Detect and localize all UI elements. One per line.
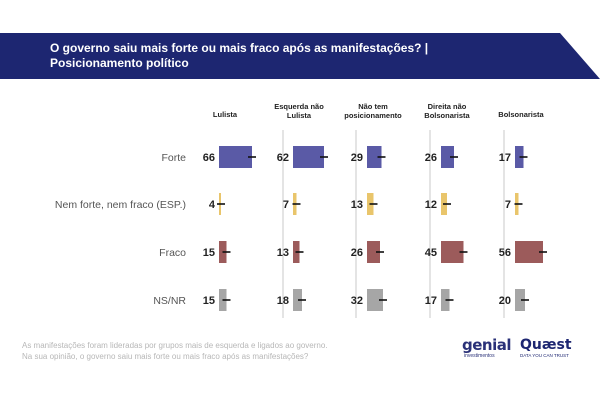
- data-label: 18: [277, 295, 289, 307]
- data-label: 13: [277, 247, 289, 259]
- quaest-logo-word: Quæst: [520, 337, 572, 353]
- quaest-logo: Quæst DATA YOU CAN TRUST: [520, 338, 590, 360]
- data-label: 7: [505, 199, 511, 211]
- data-label: 26: [425, 152, 437, 164]
- data-label: 66: [203, 152, 215, 164]
- data-label: 17: [425, 295, 437, 307]
- row-label-nem-forte-nem-fraco-esp: Nem forte, nem fraco (ESP.): [55, 199, 186, 211]
- data-label: 45: [425, 247, 437, 259]
- bar-direita-nao-bolsonarista-forte: [441, 146, 454, 168]
- data-label: 13: [351, 199, 363, 211]
- footnote: As manifestações foram lideradas por gru…: [22, 340, 402, 362]
- column-header-nao-tem-posicionamento: posicionamento: [344, 111, 402, 120]
- data-label: 15: [203, 247, 215, 259]
- bar-esquerda-nao-lulista-ns-nr: [293, 289, 302, 311]
- row-label-fraco: Fraco: [159, 247, 186, 259]
- genial-logo: genial investimentos: [462, 338, 514, 360]
- bar-direita-nao-bolsonarista-ns-nr: [441, 289, 450, 311]
- column-header-direita-nao-bolsonarista: Bolsonarista: [424, 111, 470, 120]
- quaest-logo-sub: DATA YOU CAN TRUST: [520, 353, 569, 358]
- bar-direita-nao-bolsonarista-fraco: [441, 241, 464, 263]
- data-label: 29: [351, 152, 363, 164]
- data-label: 4: [209, 199, 216, 211]
- row-label-forte: Forte: [161, 152, 186, 164]
- genial-logo-sub: investimentos: [464, 353, 495, 359]
- column-header-nao-tem-posicionamento: Não tem: [358, 102, 388, 111]
- bar-lulista-forte: [219, 146, 252, 168]
- data-label: 17: [499, 152, 511, 164]
- bar-bolsonarista-forte: [515, 146, 524, 168]
- data-label: 62: [277, 152, 289, 164]
- data-label: 12: [425, 199, 437, 211]
- bar-nao-tem-posicionamento-ns-nr: [367, 289, 383, 311]
- banner-accent: [560, 33, 600, 79]
- bar-nao-tem-posicionamento-forte: [367, 146, 382, 168]
- data-label: 7: [283, 199, 289, 211]
- data-label: 20: [499, 295, 511, 307]
- bar-esquerda-nao-lulista-forte: [293, 146, 324, 168]
- column-header-esquerda-nao-lulista: Lulista: [287, 111, 312, 120]
- column-header-bolsonarista: Bolsonarista: [498, 110, 544, 119]
- data-label: 56: [499, 247, 511, 259]
- data-label: 26: [351, 247, 363, 259]
- footnote-line-1: As manifestações foram lideradas por gru…: [22, 341, 328, 350]
- chart-title: O governo saiu mais forte ou mais fraco …: [50, 41, 520, 71]
- data-label: 15: [203, 295, 215, 307]
- title-line-2: Posicionamento político: [50, 56, 189, 70]
- data-label: 32: [351, 295, 363, 307]
- footnote-line-2: Na sua opinião, o governo saiu mais fort…: [22, 352, 309, 361]
- bar-nao-tem-posicionamento-fraco: [367, 241, 380, 263]
- column-header-lulista: Lulista: [213, 110, 238, 119]
- bar-bolsonarista-fraco: [515, 241, 543, 263]
- bar-bolsonarista-ns-nr: [515, 289, 525, 311]
- column-header-direita-nao-bolsonarista: Direita não: [428, 102, 467, 111]
- title-banner: [0, 33, 600, 79]
- genial-logo-word: genial: [462, 336, 512, 354]
- title-line-1: O governo saiu mais forte ou mais fraco …: [50, 41, 429, 55]
- row-label-ns-nr: NS/NR: [153, 295, 186, 307]
- column-header-esquerda-nao-lulista: Esquerda não: [274, 102, 324, 111]
